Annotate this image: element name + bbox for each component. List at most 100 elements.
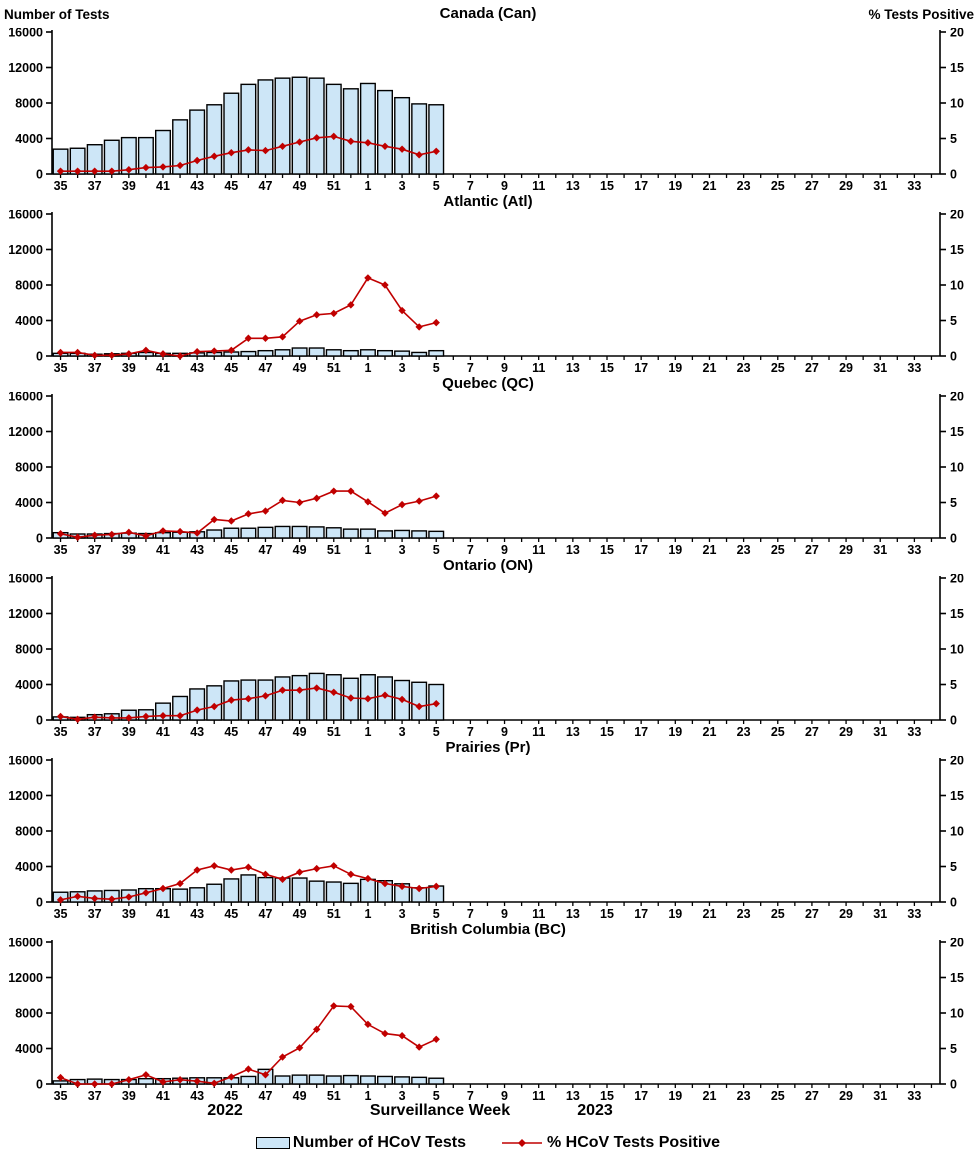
- svg-text:7: 7: [467, 179, 474, 192]
- svg-text:17: 17: [634, 179, 648, 192]
- svg-text:15: 15: [950, 61, 964, 75]
- svg-text:12000: 12000: [8, 425, 43, 439]
- svg-text:10: 10: [950, 825, 964, 839]
- panel-title-atlantic: Atlantic (Atl): [443, 193, 533, 210]
- svg-text:51: 51: [327, 543, 341, 556]
- svg-text:25: 25: [771, 179, 785, 192]
- svg-text:19: 19: [668, 179, 682, 192]
- svg-text:13: 13: [566, 907, 580, 920]
- svg-text:47: 47: [259, 725, 273, 738]
- svg-text:13: 13: [566, 361, 580, 374]
- svg-text:5: 5: [433, 907, 440, 920]
- svg-text:15: 15: [600, 907, 614, 920]
- svg-text:5: 5: [950, 314, 957, 328]
- svg-text:8000: 8000: [15, 97, 43, 111]
- svg-text:51: 51: [327, 1089, 341, 1102]
- svg-text:51: 51: [327, 907, 341, 920]
- svg-text:19: 19: [668, 543, 682, 556]
- legend: Number of HCoV Tests % HCoV Tests Positi…: [0, 1126, 976, 1152]
- svg-text:45: 45: [224, 543, 238, 556]
- svg-text:0: 0: [36, 168, 43, 182]
- svg-text:3: 3: [399, 361, 406, 374]
- svg-text:33: 33: [907, 907, 921, 920]
- svg-text:0: 0: [950, 532, 957, 546]
- svg-text:37: 37: [88, 543, 102, 556]
- svg-text:15: 15: [600, 1089, 614, 1102]
- svg-text:25: 25: [771, 361, 785, 374]
- legend-item-tests: Number of HCoV Tests: [255, 1134, 466, 1152]
- svg-text:11: 11: [532, 907, 545, 920]
- svg-text:1: 1: [364, 1089, 371, 1102]
- svg-text:27: 27: [805, 361, 819, 374]
- svg-text:49: 49: [293, 725, 307, 738]
- svg-text:10: 10: [950, 461, 964, 475]
- svg-text:31: 31: [873, 179, 887, 192]
- svg-text:16000: 16000: [8, 210, 43, 222]
- legend-label-tests: Number of HCoV Tests: [292, 1134, 466, 1151]
- svg-text:39: 39: [122, 361, 136, 374]
- svg-text:0: 0: [950, 350, 957, 364]
- svg-text:12000: 12000: [8, 243, 43, 257]
- svg-text:45: 45: [224, 907, 238, 920]
- svg-text:37: 37: [88, 179, 102, 192]
- svg-text:5: 5: [433, 361, 440, 374]
- chart-header-row: Number of Tests Canada (Can) % Tests Pos…: [0, 0, 976, 28]
- svg-text:39: 39: [122, 907, 136, 920]
- svg-text:0: 0: [36, 350, 43, 364]
- svg-text:0: 0: [950, 714, 957, 728]
- svg-text:7: 7: [467, 361, 474, 374]
- svg-text:21: 21: [703, 725, 717, 738]
- panel-prairies: Prairies (Pr) 0 4000 8000 12000 16000 0 5 10 15 2…: [0, 740, 976, 921]
- svg-text:43: 43: [190, 907, 204, 920]
- year-label-2022: 2022: [207, 1102, 243, 1119]
- svg-text:27: 27: [805, 543, 819, 556]
- svg-text:17: 17: [634, 543, 648, 556]
- svg-text:43: 43: [190, 543, 204, 556]
- svg-text:27: 27: [805, 907, 819, 920]
- svg-text:27: 27: [805, 179, 819, 192]
- svg-text:37: 37: [88, 725, 102, 738]
- svg-text:19: 19: [668, 1089, 682, 1102]
- svg-text:9: 9: [501, 361, 508, 374]
- svg-text:1: 1: [364, 179, 371, 192]
- svg-text:1: 1: [364, 361, 371, 374]
- svg-text:35: 35: [54, 725, 68, 738]
- svg-text:37: 37: [88, 1089, 102, 1102]
- svg-text:15: 15: [950, 971, 964, 985]
- svg-text:5: 5: [433, 1089, 440, 1102]
- svg-text:20: 20: [950, 210, 964, 222]
- svg-text:4000: 4000: [15, 314, 43, 328]
- line-marker-icon: [501, 1139, 542, 1147]
- svg-text:9: 9: [501, 179, 508, 192]
- svg-text:12000: 12000: [8, 61, 43, 75]
- svg-text:19: 19: [668, 361, 682, 374]
- svg-text:39: 39: [122, 1089, 136, 1102]
- svg-text:45: 45: [224, 725, 238, 738]
- svg-text:7: 7: [467, 907, 474, 920]
- svg-text:0: 0: [36, 714, 43, 728]
- legend-label-positive: % HCoV Tests Positive: [546, 1134, 721, 1151]
- panel-title-ontario: Ontario (ON): [443, 557, 533, 574]
- svg-text:31: 31: [873, 725, 887, 738]
- svg-text:16000: 16000: [8, 574, 43, 586]
- svg-text:1: 1: [364, 907, 371, 920]
- svg-text:12000: 12000: [8, 971, 43, 985]
- svg-text:29: 29: [839, 361, 853, 374]
- svg-text:51: 51: [327, 361, 341, 374]
- svg-text:35: 35: [54, 907, 68, 920]
- svg-text:1: 1: [364, 543, 371, 556]
- svg-text:3: 3: [399, 1089, 406, 1102]
- svg-text:13: 13: [566, 179, 580, 192]
- svg-text:5: 5: [950, 132, 957, 146]
- svg-text:19: 19: [668, 725, 682, 738]
- svg-text:31: 31: [873, 907, 887, 920]
- svg-text:8000: 8000: [15, 643, 43, 657]
- svg-text:23: 23: [737, 361, 751, 374]
- svg-text:13: 13: [566, 543, 580, 556]
- svg-text:39: 39: [122, 543, 136, 556]
- svg-text:10: 10: [950, 643, 964, 657]
- svg-text:47: 47: [259, 179, 273, 192]
